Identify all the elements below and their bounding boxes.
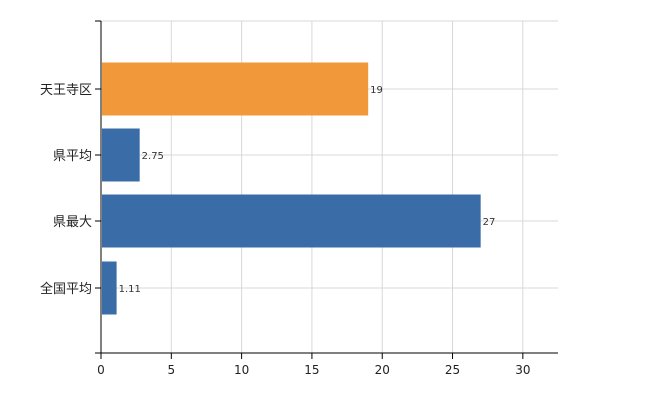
category-label: 全国平均	[40, 281, 92, 297]
data-label: 2.75	[142, 151, 164, 162]
category-label: 天王寺区	[40, 83, 92, 98]
x-tick-label: 30	[515, 363, 530, 377]
x-tick-label: 20	[375, 363, 390, 377]
data-label: 19	[370, 85, 383, 96]
category-label: 県最大	[53, 215, 92, 230]
bar	[102, 261, 117, 315]
x-tick-label: 5	[167, 363, 175, 377]
data-label: 27	[483, 217, 496, 228]
axes	[95, 20, 558, 359]
bar	[102, 62, 369, 116]
bar	[102, 128, 140, 182]
data-label: 1.11	[119, 284, 141, 295]
bar	[102, 194, 481, 248]
x-tick-label: 25	[445, 363, 460, 377]
x-tick-label: 0	[97, 363, 105, 377]
bars	[102, 62, 481, 315]
category-label: 県平均	[53, 149, 92, 164]
x-tick-label: 15	[304, 363, 319, 377]
x-tick-label: 10	[234, 363, 249, 377]
